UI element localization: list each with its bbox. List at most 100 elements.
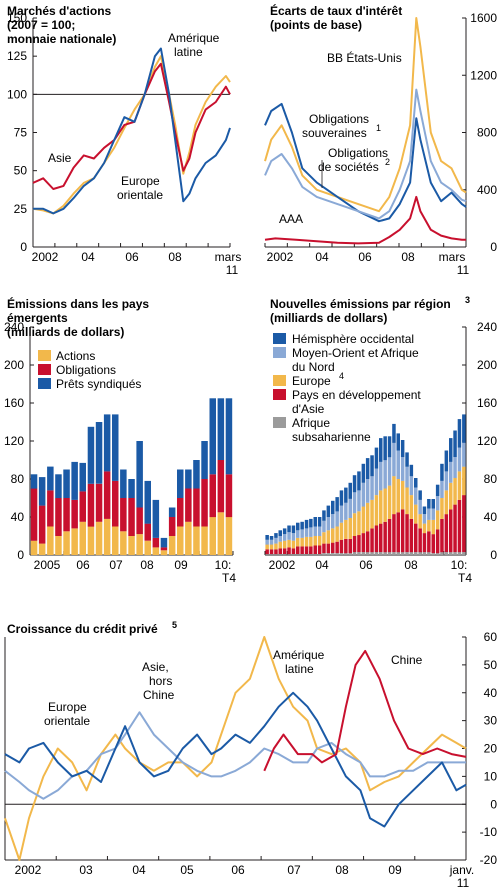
y-tick-label: 50	[484, 658, 498, 672]
issuance-axes: 0 40 80 120 160 200 240 2005 06 07 08 09 10:T4	[4, 320, 236, 585]
bar-europe	[348, 518, 352, 539]
bar-moyen-orient-et-afrique-du-nord	[344, 502, 348, 520]
bar-europe	[462, 466, 466, 496]
spreads-annot-sov-1: Obligations	[309, 112, 369, 126]
bar-h-misph-re-occidental	[383, 436, 387, 461]
bar-europe	[365, 502, 370, 532]
x-tick-label: 08	[401, 250, 415, 264]
x-tick-label: 06	[125, 250, 139, 264]
bar-obligations	[177, 498, 184, 527]
bar-afrique-subsaharienne	[418, 552, 422, 555]
bar-pays-en-d-veloppement-d-asie	[265, 549, 269, 555]
bar-h-misph-re-occidental	[431, 499, 435, 509]
bar-pays-en-d-veloppement-d-asie	[449, 509, 453, 553]
bar-pays-en-d-veloppement-d-asie	[296, 546, 300, 554]
bar-pr-ts-syndiqu-s	[47, 466, 54, 491]
bar-obligations	[55, 498, 62, 536]
bar-obligations	[201, 479, 208, 527]
x-tick-label: 2002	[267, 250, 294, 264]
bar-pr-ts-syndiqu-s	[201, 441, 208, 479]
y-tick-label: 1200	[470, 68, 497, 82]
spreads-title: Écarts de taux d'intérêt	[270, 3, 402, 18]
bar-pays-en-d-veloppement-d-asie	[400, 509, 405, 553]
bar-pr-ts-syndiqu-s	[217, 398, 225, 460]
bar-moyen-orient-et-afrique-du-nord	[462, 442, 466, 467]
bar-obligations	[209, 474, 216, 518]
equity-annot-eeurope-1: Europe	[121, 174, 160, 188]
legend-label-mena-2: du Nord	[292, 360, 335, 374]
bar-h-misph-re-occidental	[365, 458, 370, 479]
bar-europe	[309, 536, 313, 547]
bar-h-misph-re-occidental	[269, 536, 274, 540]
bar-h-misph-re-occidental	[309, 518, 313, 528]
bar-pays-en-d-veloppement-d-asie	[435, 529, 440, 554]
bar-europe	[392, 476, 396, 515]
equity-subtitle2: monnaie nationale)	[7, 32, 116, 46]
bar-actions	[160, 550, 168, 556]
bar-moyen-orient-et-afrique-du-nord	[370, 476, 374, 500]
bar-europe	[317, 536, 322, 546]
bar-moyen-orient-et-afrique-du-nord	[440, 480, 444, 498]
bar-moyen-orient-et-afrique-du-nord	[322, 520, 326, 533]
bar-pays-en-d-veloppement-d-asie	[444, 514, 449, 553]
x-tick-label: 08	[335, 863, 349, 877]
equity-subtitle: (2007 = 100;	[7, 18, 75, 32]
y-tick-label: 40	[484, 510, 498, 524]
bar-pays-en-d-veloppement-d-asie	[304, 546, 309, 554]
bar-europe	[335, 526, 339, 542]
bar-europe	[405, 487, 409, 515]
bar-moyen-orient-et-afrique-du-nord	[278, 536, 282, 542]
bar-pr-ts-syndiqu-s	[144, 480, 151, 524]
legend-swatch-actions	[38, 350, 51, 361]
bar-pays-en-d-veloppement-d-asie	[431, 534, 435, 554]
bar-moyen-orient-et-afrique-du-nord	[365, 479, 370, 503]
panel-private-credit: Croissance du crédit privé 5 -20 -10 0 10 20…	[4, 620, 498, 890]
bar-moyen-orient-et-afrique-du-nord	[348, 499, 352, 518]
x-tick-label-extra: T4	[222, 571, 236, 585]
bar-afrique-subsaharienne	[374, 552, 379, 555]
x-tick-label: 09	[174, 558, 188, 572]
bar-h-misph-re-occidental	[348, 482, 352, 499]
bar-actions	[87, 526, 95, 555]
legend-label-mena-1: Moyen-Orient et Afrique	[292, 346, 419, 360]
y-tick-label: 20	[484, 742, 498, 756]
bar-moyen-orient-et-afrique-du-nord	[427, 508, 431, 520]
bar-h-misph-re-occidental	[265, 535, 269, 540]
bar-h-misph-re-occidental	[313, 517, 317, 527]
bar-h-misph-re-occidental	[374, 447, 379, 469]
bar-pr-ts-syndiqu-s	[136, 441, 143, 508]
bar-h-misph-re-occidental	[335, 497, 339, 512]
bar-moyen-orient-et-afrique-du-nord	[300, 529, 304, 538]
bar-pr-ts-syndiqu-s	[160, 537, 168, 548]
bar-moyen-orient-et-afrique-du-nord	[282, 534, 287, 541]
bar-moyen-orient-et-afrique-du-nord	[431, 508, 435, 520]
bar-europe	[296, 537, 300, 547]
bar-afrique-subsaharienne	[396, 552, 400, 555]
bar-h-misph-re-occidental	[317, 517, 322, 527]
bar-pr-ts-syndiqu-s	[87, 426, 95, 484]
y-tick-label: 80	[484, 472, 498, 486]
series-line-am-rique-latine	[4, 691, 467, 828]
bar-actions	[112, 526, 119, 555]
y-tick-label: 0	[490, 240, 497, 254]
bar-europe	[291, 540, 296, 549]
bar-pr-ts-syndiqu-s	[128, 479, 135, 498]
bar-europe	[418, 514, 422, 529]
legend-swatch-loans	[38, 378, 51, 389]
bar-europe	[287, 539, 291, 548]
bar-pr-ts-syndiqu-s	[152, 499, 160, 538]
bar-actions	[63, 531, 70, 556]
bar-h-misph-re-occidental	[300, 521, 304, 530]
bar-actions	[47, 526, 54, 555]
bar-actions	[177, 526, 184, 555]
bar-afrique-subsaharienne	[352, 552, 357, 555]
bar-h-misph-re-occidental	[357, 471, 361, 491]
bar-afrique-subsaharienne	[409, 552, 414, 555]
x-tick-label: 04	[315, 558, 329, 572]
bar-h-misph-re-occidental	[379, 438, 383, 462]
bar-afrique-subsaharienne	[462, 552, 466, 555]
spreads-annot-aaa: AAA	[279, 212, 303, 226]
bar-moyen-orient-et-afrique-du-nord	[387, 457, 392, 486]
bar-afrique-subsaharienne	[317, 554, 322, 555]
bar-obligations	[128, 498, 135, 536]
